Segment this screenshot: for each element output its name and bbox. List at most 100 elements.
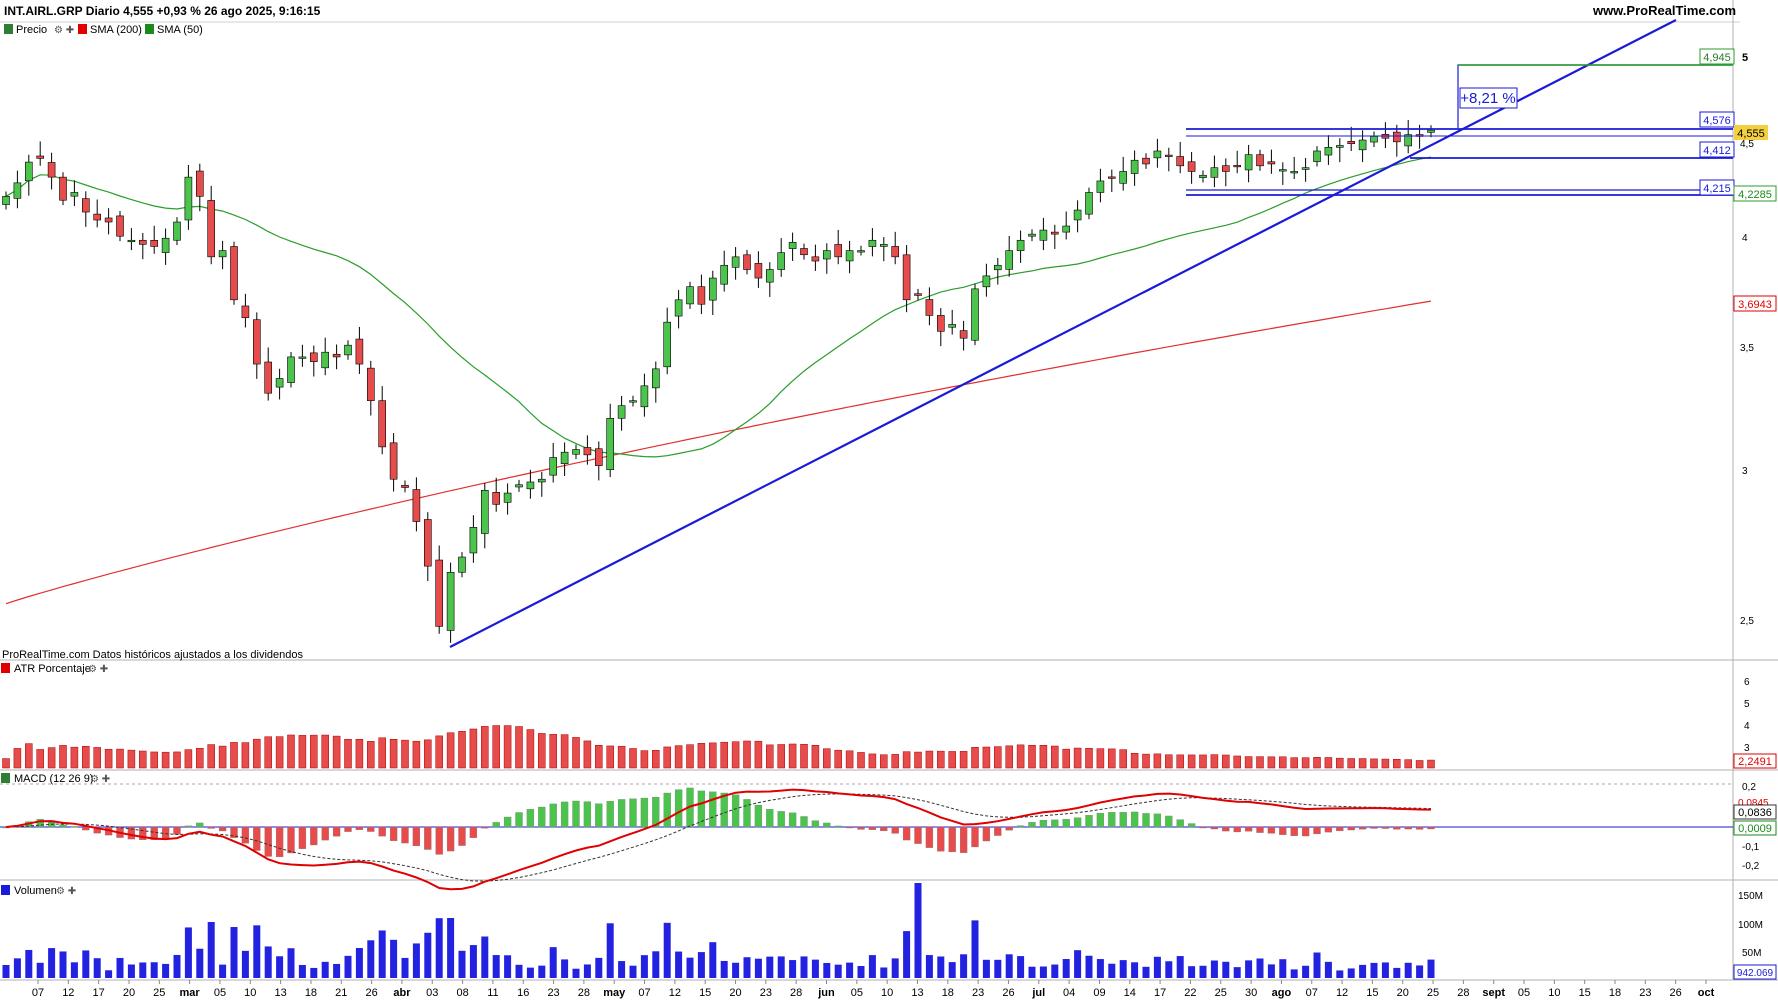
price-tick: 4,5 [1740,139,1754,150]
candle [184,164,193,230]
level-label-4412: 4,412 [1703,145,1731,157]
candle [674,290,683,329]
atr-bar [1222,754,1230,769]
volume-bar [925,955,933,978]
atr-bar [1051,745,1059,769]
volume-bar [675,951,683,978]
candle [389,433,398,492]
volume-bar [1119,960,1127,978]
macd-label[interactable]: MACD (12 26 9) [14,773,93,785]
macd-hist-bar [640,797,649,828]
candle [914,288,922,301]
atr-bar [743,740,751,769]
candle [139,232,147,260]
candle [594,441,603,481]
atr-bar [1347,758,1355,769]
volume-bar [777,956,785,978]
atr-bar [25,743,33,769]
legend-sma200[interactable]: SMA (200) [90,24,142,36]
candle [925,287,934,326]
volume-bar [823,962,831,978]
macd-hist-bar [1165,815,1173,828]
price-legend-swatch [4,24,13,34]
atr-bar [811,744,820,769]
x-tick-label: 15 [1366,987,1378,999]
atr-bar [1267,756,1276,769]
atr-bar [652,750,660,769]
gear-icon[interactable]: ⚙ ✚ [54,25,74,36]
volume-bar [13,958,21,978]
candle [196,163,204,212]
macd-hist-bar [424,826,432,850]
volume-bar [1256,958,1264,978]
x-tick-label: 25 [1427,987,1439,999]
sma200-legend-swatch [78,24,87,34]
x-tick-label: 30 [1245,987,1257,999]
atr-bar [127,749,136,769]
macd-hist-bar [880,826,888,832]
volume-tick: 100M [1738,920,1763,931]
volume-bar [1188,966,1196,978]
last-price-label: 4,555 [1737,128,1765,140]
atr-label[interactable]: ATR Porcentaje [14,663,91,675]
atr-bar [754,740,763,769]
atr-tick: 4 [1744,721,1750,732]
volume-bar [640,955,648,978]
volume-bar [697,952,705,978]
macd-hist-bar [743,799,751,828]
atr-bar [310,734,318,769]
trendline[interactable] [449,19,1677,648]
candle [1073,200,1082,233]
atr-bar [686,744,694,769]
candle [480,482,489,549]
volume-panel: Volumen ⚙ ✚ 150M 100M 50M 942.069 [1,883,1777,980]
x-tick-label: 23 [972,987,984,999]
x-tick-label: 13 [911,987,923,999]
volume-bar [1370,962,1378,978]
x-tick-label: 12 [1336,987,1348,999]
candle [720,250,729,292]
volume-bar [390,939,398,978]
legend-price[interactable]: Precio [16,24,47,36]
atr-bar [1415,760,1424,769]
volume-bar [948,962,956,978]
volume-label[interactable]: Volumen [14,885,57,897]
atr-legend-swatch [1,663,10,673]
macd-hist-bar [218,826,227,832]
volume-bar [25,949,33,978]
volume-bar [1210,960,1218,978]
legend-sma50[interactable]: SMA (50) [157,24,203,36]
volume-bar [1142,966,1150,978]
macd-hist-bar [1313,826,1321,835]
macd-hist-bar [1062,819,1070,828]
candle [423,512,432,581]
price-tick: 3 [1742,466,1748,477]
volume-bar [971,920,979,978]
candle [743,249,751,275]
candle [378,386,387,455]
macd-hist-tag-label: 0,0009 [1738,823,1772,835]
gear-icon[interactable]: ⚙ ✚ [90,774,110,785]
atr-bar [1085,747,1093,769]
atr-bar [526,729,535,769]
volume-bar [800,956,808,978]
macd-hist-bar [355,826,364,830]
atr-bar [800,743,808,769]
volume-bar [1279,959,1287,978]
macd-hist-bar [629,798,637,828]
volume-bar [241,950,249,978]
gear-icon[interactable]: ⚙ ✚ [88,664,108,675]
macd-hist-bar [777,811,785,828]
volume-bar [846,962,854,978]
candle [1142,153,1150,169]
candle [2,191,10,210]
candle [207,185,215,265]
atr-bar [59,745,67,769]
atr-bar [1324,757,1333,769]
volume-bar [401,957,409,978]
atr-bar [184,749,193,769]
site-label: www.ProRealTime.com [1592,3,1736,18]
candle [104,208,113,235]
gear-icon[interactable]: ⚙ ✚ [56,886,76,897]
